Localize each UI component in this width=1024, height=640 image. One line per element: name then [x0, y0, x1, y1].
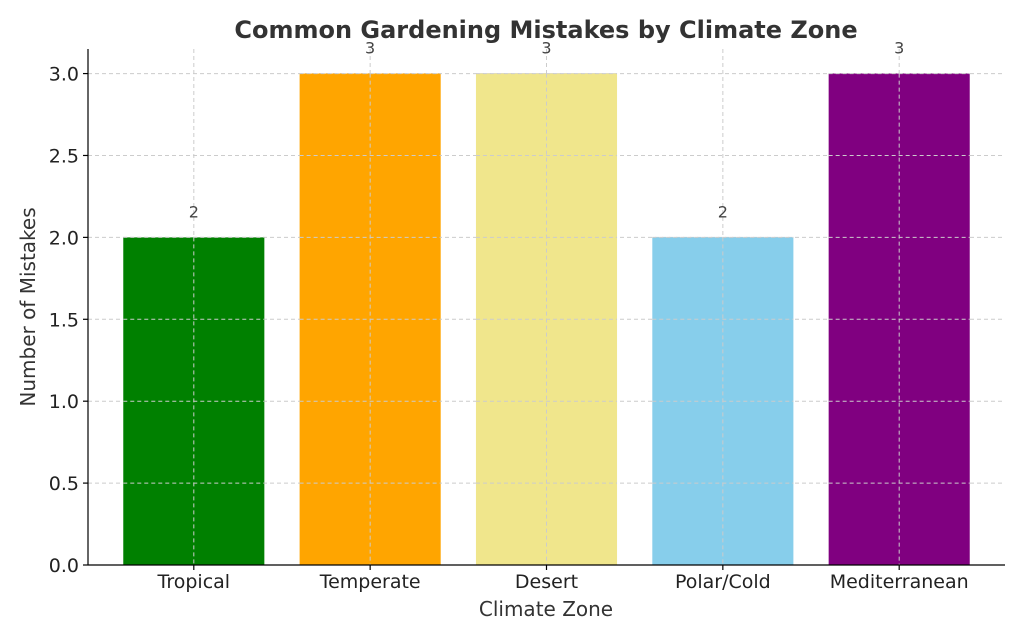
- x-tick-label: Tropical: [157, 571, 231, 593]
- y-tick-label: 1.5: [49, 309, 79, 331]
- data-labels: 2 3 3 2 3: [189, 39, 905, 222]
- x-tick-label: Mediterranean: [830, 571, 969, 593]
- bar-value-label: 3: [894, 39, 904, 58]
- y-tick-label: 1.0: [49, 391, 79, 413]
- bars: [123, 73, 970, 566]
- y-tick-label: 3.0: [49, 64, 79, 86]
- bar-value-label: 3: [541, 39, 551, 58]
- bar-value-label: 2: [718, 202, 728, 221]
- chart-title: Common Gardening Mistakes by Climate Zon…: [234, 16, 857, 44]
- y-tick-label: 2.0: [49, 227, 79, 249]
- x-tick-label: Temperate: [319, 571, 421, 593]
- x-tick-label: Desert: [515, 571, 578, 593]
- x-tick-label: Polar/Cold: [675, 571, 771, 593]
- y-tick-label: 2.5: [49, 145, 79, 167]
- bar-value-label: 3: [365, 39, 375, 58]
- y-tick-label: 0.0: [49, 555, 79, 577]
- x-ticks: Tropical Temperate Desert Polar/Cold Mediter…: [157, 565, 969, 593]
- x-axis-label: Climate Zone: [479, 597, 613, 621]
- y-tick-label: 0.5: [49, 473, 79, 495]
- bar-value-label: 2: [189, 202, 199, 221]
- y-axis-label: Number of Mistakes: [16, 207, 40, 406]
- y-ticks: 0.0 0.5 1.0 1.5 2.0 2.5 3.0: [49, 64, 88, 577]
